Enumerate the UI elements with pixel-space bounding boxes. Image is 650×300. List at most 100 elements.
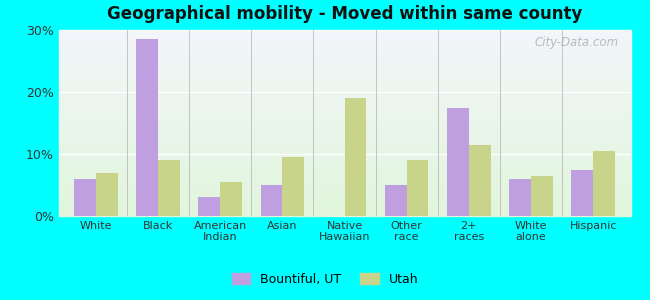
Bar	[58, 64, 630, 65]
Bar	[220, 182, 242, 216]
Bar	[58, 59, 630, 60]
Bar	[58, 31, 630, 32]
Bar	[58, 82, 630, 83]
Bar	[58, 95, 630, 96]
Bar	[58, 143, 630, 144]
Bar	[58, 133, 630, 134]
Bar	[58, 184, 630, 185]
Bar	[58, 39, 630, 40]
Bar	[58, 117, 630, 118]
Bar	[282, 157, 304, 216]
Bar	[58, 96, 630, 97]
Bar	[58, 45, 630, 46]
Bar	[58, 56, 630, 57]
Bar	[58, 78, 630, 79]
Bar	[58, 116, 630, 117]
Bar	[58, 170, 630, 171]
Bar	[58, 87, 630, 88]
Bar	[58, 189, 630, 190]
Bar	[58, 79, 630, 80]
Bar	[58, 205, 630, 206]
Bar	[58, 132, 630, 133]
Bar	[58, 66, 630, 67]
Bar	[58, 153, 630, 154]
Bar	[58, 161, 630, 162]
Bar	[58, 215, 630, 216]
Bar	[58, 114, 630, 115]
Bar	[58, 71, 630, 72]
Bar	[58, 192, 630, 193]
Bar	[58, 173, 630, 174]
Bar	[58, 191, 630, 192]
Bar	[58, 149, 630, 150]
Bar	[58, 199, 630, 200]
Bar	[58, 139, 630, 140]
Bar	[74, 179, 96, 216]
Bar	[447, 107, 469, 216]
Bar	[58, 124, 630, 125]
Bar	[58, 158, 630, 159]
Bar	[58, 157, 630, 158]
Bar	[58, 135, 630, 136]
Bar	[58, 85, 630, 86]
Bar	[58, 123, 630, 124]
Bar	[58, 207, 630, 208]
Bar	[58, 54, 630, 55]
Bar	[58, 137, 630, 138]
Bar	[58, 107, 630, 108]
Bar	[58, 43, 630, 44]
Bar	[58, 57, 630, 58]
Bar	[58, 74, 630, 75]
Bar	[58, 210, 630, 211]
Bar	[58, 40, 630, 41]
Bar	[58, 32, 630, 33]
Bar	[58, 90, 630, 92]
Bar	[58, 38, 630, 39]
Bar	[58, 212, 630, 213]
Bar	[58, 188, 630, 189]
Bar	[58, 186, 630, 187]
Bar	[58, 69, 630, 70]
Bar	[58, 33, 630, 34]
Bar	[58, 208, 630, 209]
Bar	[58, 65, 630, 66]
Bar	[158, 160, 180, 216]
Bar	[58, 178, 630, 179]
Bar	[58, 122, 630, 123]
Bar	[58, 174, 630, 175]
Bar	[58, 111, 630, 112]
Bar	[58, 76, 630, 77]
Text: City-Data.com: City-Data.com	[535, 36, 619, 49]
Bar	[58, 84, 630, 85]
Bar	[58, 190, 630, 191]
Bar	[58, 140, 630, 141]
Bar	[58, 36, 630, 37]
Bar	[58, 163, 630, 164]
Bar	[58, 127, 630, 128]
Bar	[58, 126, 630, 127]
Bar	[58, 160, 630, 161]
Bar	[407, 160, 428, 216]
Bar	[58, 196, 630, 197]
Bar	[58, 182, 630, 183]
Bar	[58, 120, 630, 121]
Bar	[58, 109, 630, 110]
Bar	[58, 203, 630, 204]
Bar	[58, 44, 630, 45]
Bar	[58, 183, 630, 184]
Bar	[58, 104, 630, 105]
Bar	[58, 115, 630, 116]
Bar	[58, 177, 630, 178]
Bar	[58, 46, 630, 47]
Bar	[58, 150, 630, 151]
Bar	[58, 34, 630, 36]
Bar	[58, 98, 630, 99]
Bar	[58, 146, 630, 147]
Bar	[58, 151, 630, 152]
Bar	[58, 48, 630, 49]
Bar	[58, 159, 630, 160]
Bar	[96, 172, 118, 216]
Bar	[58, 166, 630, 167]
Bar	[58, 172, 630, 173]
Bar	[58, 72, 630, 73]
